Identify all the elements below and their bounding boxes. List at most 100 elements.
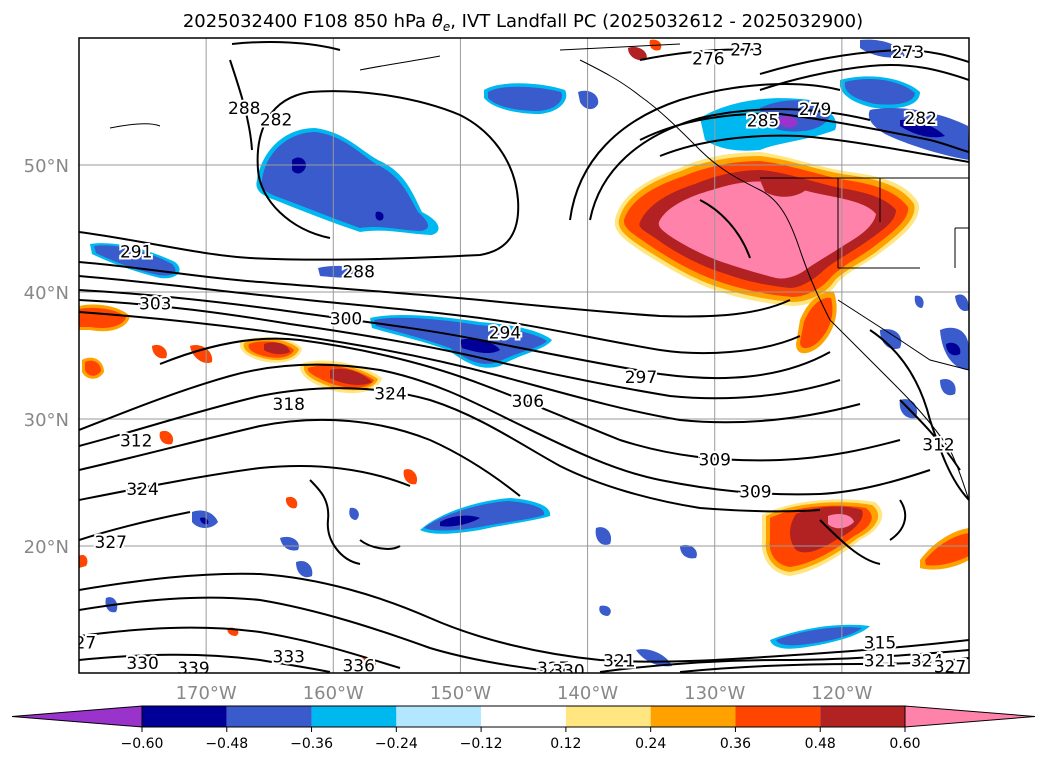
anomaly-blob (152, 344, 167, 359)
contour-line (889, 499, 907, 541)
anomaly-blob (900, 119, 945, 138)
anomaly-blob (349, 507, 359, 520)
map-gridlines (79, 38, 969, 673)
anomaly-blob (946, 342, 961, 356)
latitude-tick-label: 20°N (24, 537, 69, 558)
anomaly-blob (800, 297, 833, 349)
contour-line (79, 261, 791, 318)
anomaly-blob (285, 496, 298, 509)
theta-e-contours (79, 41, 969, 673)
contour-label: 303 (139, 294, 171, 314)
coastline (109, 123, 161, 129)
contour-line (231, 41, 341, 51)
anomaly-blob (375, 211, 384, 221)
contour-line (869, 329, 969, 501)
anomaly-blob (955, 294, 969, 312)
anomaly-blob (760, 175, 810, 197)
longitude-tick-label: 140°W (557, 683, 618, 704)
colorbar-tick-label: 0.60 (889, 736, 920, 752)
anomaly-blob (778, 116, 798, 128)
coastline (579, 59, 969, 501)
colorbar-segment (565, 706, 651, 727)
contour-line (699, 199, 751, 259)
contour-label: 327 (934, 658, 966, 678)
contour-line (79, 275, 801, 355)
anomaly-blob (595, 527, 612, 545)
coastline (359, 55, 441, 71)
anomaly-blob (680, 544, 697, 559)
contour-line (79, 311, 861, 424)
anomaly-blob (261, 132, 428, 231)
contour-label: 306 (512, 392, 544, 412)
colorbar-extend-high (904, 705, 1036, 728)
longitude-tick-label: 120°W (811, 683, 872, 704)
colorbar-segment (820, 706, 905, 727)
anomaly-blob (880, 329, 902, 350)
colorbar-frame (141, 705, 906, 728)
contour-line (589, 108, 871, 221)
contour-label: 309 (698, 451, 730, 471)
figure-title: 2025032400 F108 850 hPa θe, IVT Landfall… (183, 11, 863, 34)
anomaly-blob (296, 560, 313, 578)
anomaly-blob (330, 368, 372, 385)
contour-line (819, 519, 881, 565)
contour-label: 294 (489, 324, 521, 344)
latitude-tick-label: 50°N (24, 156, 69, 177)
contour-label: 282 (904, 109, 936, 129)
anomaly-blob (280, 536, 299, 551)
colorbar-segment (481, 706, 566, 727)
colorbar-segment (226, 706, 312, 727)
map-frame (78, 37, 970, 674)
colorbar-tick-label: 0.24 (635, 736, 666, 752)
anomaly-blob (292, 157, 306, 174)
contour-line (639, 112, 969, 153)
contour-label: 309 (739, 482, 771, 502)
colorbar-segment (311, 706, 397, 727)
contour-label: 324 (911, 651, 943, 671)
colorbar-tick-label: 0.48 (805, 736, 836, 752)
anomaly-blob (460, 338, 500, 354)
contour-line (79, 572, 969, 663)
contour-line (79, 465, 411, 501)
anomaly-blob (925, 533, 969, 566)
colorbar-segment (396, 706, 482, 727)
anomaly-blob (85, 360, 101, 376)
contour-label: 297 (625, 368, 657, 388)
longitude-tick-labels: 170°W 160°W 150°W 140°W 130°W 120°W (176, 683, 873, 704)
contour-label: 282 (260, 110, 292, 130)
colorbar-segment (650, 706, 736, 727)
anomaly-blob (940, 378, 956, 396)
contour-line (79, 387, 821, 513)
contour-label: 273 (892, 43, 924, 63)
contour-label: 300 (330, 310, 362, 330)
contour-label: 288 (228, 99, 260, 119)
contour-line (759, 63, 969, 91)
contour-label: 336 (342, 656, 374, 676)
anomaly-blob (628, 46, 647, 61)
contour-label: 279 (799, 100, 831, 120)
contour-line (159, 337, 901, 462)
contour-label: 321 (603, 651, 635, 671)
contour-line (679, 657, 969, 673)
contour-line (79, 299, 841, 400)
contour-line (229, 59, 253, 151)
longitude-tick-label: 130°W (684, 683, 745, 704)
longitude-tick-label: 170°W (176, 683, 237, 704)
contour-label: 327 (537, 659, 569, 679)
anomaly-blob (488, 86, 562, 111)
latitude-tick-label: 40°N (24, 283, 69, 304)
contour-line (569, 83, 841, 221)
anomaly-blob (860, 39, 905, 58)
anomaly-blob (264, 342, 290, 355)
contour-line (79, 596, 561, 673)
colorbar-segment (142, 706, 227, 727)
anomaly-blob (318, 265, 375, 278)
colorbar-tick-label: −0.60 (121, 736, 164, 752)
anomaly-blob (845, 79, 915, 105)
contour-line (309, 479, 361, 565)
contour-label: 339 (177, 659, 209, 679)
contour-line (79, 363, 931, 496)
